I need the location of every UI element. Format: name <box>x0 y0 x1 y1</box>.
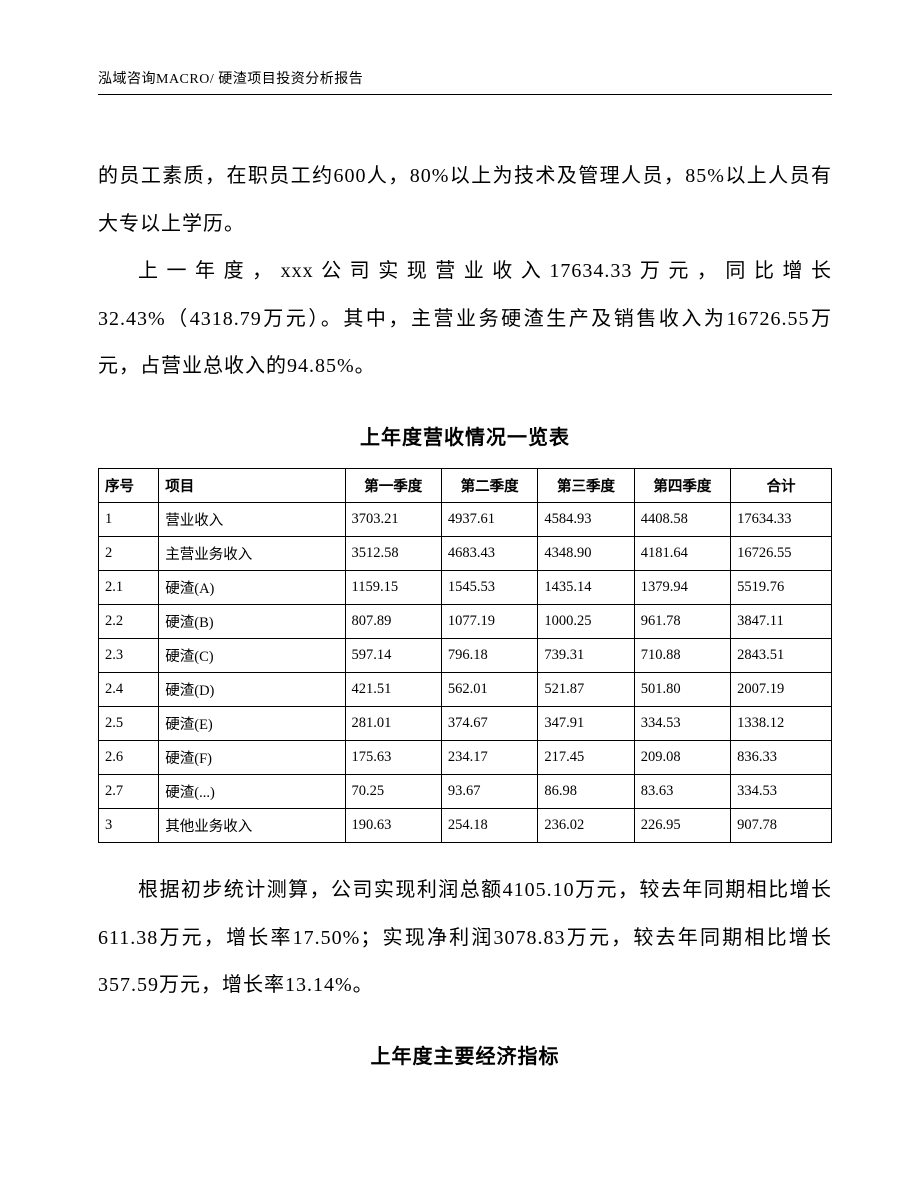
body-paragraph-2: 上一年度，xxx公司实现营业收入17634.33万元，同比增长32.43%（43… <box>98 248 832 391</box>
table-cell-seq: 2.3 <box>99 638 159 672</box>
col-header-q2: 第二季度 <box>441 468 537 502</box>
col-header-seq: 序号 <box>99 468 159 502</box>
col-header-q1: 第一季度 <box>345 468 441 502</box>
table-row: 2主营业务收入3512.584683.434348.904181.6416726… <box>99 536 832 570</box>
table-cell-item: 硬渣(A) <box>159 570 345 604</box>
table-cell-q4: 226.95 <box>634 808 730 842</box>
indicators-section-title: 上年度主要经济指标 <box>98 1040 832 1069</box>
table-row: 2.1硬渣(A)1159.151545.531435.141379.945519… <box>99 570 832 604</box>
table-cell-total: 1338.12 <box>731 706 832 740</box>
table-cell-item: 硬渣(B) <box>159 604 345 638</box>
table-cell-total: 17634.33 <box>731 502 832 536</box>
table-row: 2.4硬渣(D)421.51562.01521.87501.802007.19 <box>99 672 832 706</box>
table-cell-q4: 209.08 <box>634 740 730 774</box>
table-cell-q3: 1000.25 <box>538 604 634 638</box>
table-cell-q3: 4584.93 <box>538 502 634 536</box>
table-cell-q2: 562.01 <box>441 672 537 706</box>
table-cell-item: 硬渣(C) <box>159 638 345 672</box>
revenue-table: 序号 项目 第一季度 第二季度 第三季度 第四季度 合计 1营业收入3703.2… <box>98 468 832 843</box>
table-cell-q3: 86.98 <box>538 774 634 808</box>
table-cell-item: 硬渣(...) <box>159 774 345 808</box>
table-cell-total: 2843.51 <box>731 638 832 672</box>
table-cell-q3: 521.87 <box>538 672 634 706</box>
table-cell-total: 3847.11 <box>731 604 832 638</box>
page-header: 泓域咨询MACRO/ 硬渣项目投资分析报告 <box>98 68 832 88</box>
table-cell-total: 5519.76 <box>731 570 832 604</box>
table-cell-q4: 501.80 <box>634 672 730 706</box>
col-header-item: 项目 <box>159 468 345 502</box>
table-cell-seq: 2 <box>99 536 159 570</box>
table-cell-q2: 1077.19 <box>441 604 537 638</box>
table-cell-q3: 217.45 <box>538 740 634 774</box>
table-cell-q2: 4937.61 <box>441 502 537 536</box>
table-cell-seq: 2.5 <box>99 706 159 740</box>
revenue-table-title: 上年度营收情况一览表 <box>98 421 832 450</box>
table-cell-q1: 190.63 <box>345 808 441 842</box>
table-cell-q1: 175.63 <box>345 740 441 774</box>
table-cell-item: 硬渣(F) <box>159 740 345 774</box>
table-cell-q4: 4181.64 <box>634 536 730 570</box>
table-cell-total: 16726.55 <box>731 536 832 570</box>
table-cell-seq: 2.7 <box>99 774 159 808</box>
header-divider <box>98 94 832 95</box>
table-cell-total: 334.53 <box>731 774 832 808</box>
table-cell-item: 营业收入 <box>159 502 345 536</box>
table-cell-q4: 961.78 <box>634 604 730 638</box>
table-cell-q2: 93.67 <box>441 774 537 808</box>
revenue-table-body: 1营业收入3703.214937.614584.934408.5817634.3… <box>99 502 832 842</box>
table-cell-seq: 2.6 <box>99 740 159 774</box>
table-cell-seq: 1 <box>99 502 159 536</box>
table-cell-seq: 3 <box>99 808 159 842</box>
table-cell-total: 2007.19 <box>731 672 832 706</box>
table-cell-q4: 83.63 <box>634 774 730 808</box>
col-header-q3: 第三季度 <box>538 468 634 502</box>
table-cell-q3: 1435.14 <box>538 570 634 604</box>
table-cell-seq: 2.4 <box>99 672 159 706</box>
table-cell-q1: 807.89 <box>345 604 441 638</box>
table-cell-seq: 2.2 <box>99 604 159 638</box>
table-header-row: 序号 项目 第一季度 第二季度 第三季度 第四季度 合计 <box>99 468 832 502</box>
table-cell-seq: 2.1 <box>99 570 159 604</box>
table-cell-item: 主营业务收入 <box>159 536 345 570</box>
table-cell-q2: 234.17 <box>441 740 537 774</box>
table-row: 2.5硬渣(E)281.01374.67347.91334.531338.12 <box>99 706 832 740</box>
body-paragraph-1: 的员工素质，在职员工约600人，80%以上为技术及管理人员，85%以上人员有大专… <box>98 153 832 248</box>
table-cell-q1: 70.25 <box>345 774 441 808</box>
table-row: 2.2硬渣(B)807.891077.191000.25961.783847.1… <box>99 604 832 638</box>
col-header-total: 合计 <box>731 468 832 502</box>
table-cell-q2: 254.18 <box>441 808 537 842</box>
table-cell-item: 硬渣(D) <box>159 672 345 706</box>
table-cell-q4: 4408.58 <box>634 502 730 536</box>
table-cell-q4: 1379.94 <box>634 570 730 604</box>
table-cell-q1: 597.14 <box>345 638 441 672</box>
table-cell-q1: 1159.15 <box>345 570 441 604</box>
table-cell-q2: 374.67 <box>441 706 537 740</box>
table-row: 2.7硬渣(...)70.2593.6786.9883.63334.53 <box>99 774 832 808</box>
table-cell-q1: 421.51 <box>345 672 441 706</box>
table-cell-q3: 236.02 <box>538 808 634 842</box>
table-row: 3其他业务收入190.63254.18236.02226.95907.78 <box>99 808 832 842</box>
table-cell-total: 907.78 <box>731 808 832 842</box>
table-cell-q1: 3512.58 <box>345 536 441 570</box>
table-cell-q4: 334.53 <box>634 706 730 740</box>
body-paragraph-3: 根据初步统计测算，公司实现利润总额4105.10万元，较去年同期相比增长611.… <box>98 867 832 1010</box>
table-cell-q2: 1545.53 <box>441 570 537 604</box>
table-cell-item: 硬渣(E) <box>159 706 345 740</box>
col-header-q4: 第四季度 <box>634 468 730 502</box>
table-cell-q3: 347.91 <box>538 706 634 740</box>
table-row: 2.3硬渣(C)597.14796.18739.31710.882843.51 <box>99 638 832 672</box>
table-cell-q1: 3703.21 <box>345 502 441 536</box>
table-cell-q2: 796.18 <box>441 638 537 672</box>
table-row: 2.6硬渣(F)175.63234.17217.45209.08836.33 <box>99 740 832 774</box>
table-cell-total: 836.33 <box>731 740 832 774</box>
table-cell-q1: 281.01 <box>345 706 441 740</box>
table-cell-q4: 710.88 <box>634 638 730 672</box>
table-cell-q3: 739.31 <box>538 638 634 672</box>
table-cell-q3: 4348.90 <box>538 536 634 570</box>
table-cell-item: 其他业务收入 <box>159 808 345 842</box>
table-cell-q2: 4683.43 <box>441 536 537 570</box>
table-row: 1营业收入3703.214937.614584.934408.5817634.3… <box>99 502 832 536</box>
